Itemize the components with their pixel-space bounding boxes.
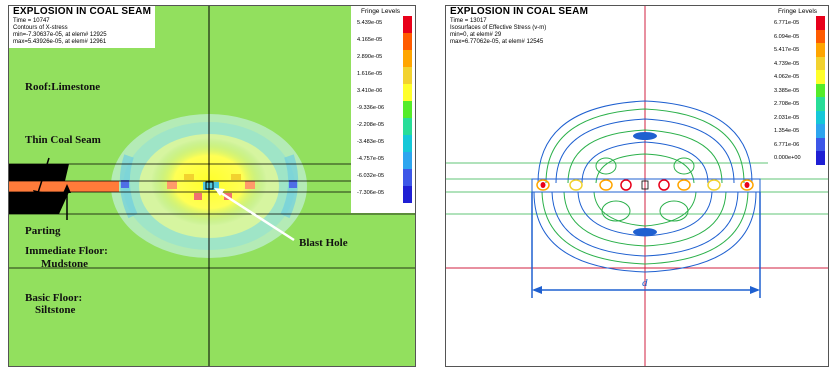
right-fringe-level-label: 6.094e-05: [774, 33, 800, 40]
seam-stress-cells: [536, 179, 754, 191]
left-fringe-level-label: -2.208e-05: [357, 122, 385, 128]
left-fringe-swatch: [403, 118, 412, 135]
left-fringe-level-label: 1.616e-05: [357, 71, 383, 77]
label-thin-coal-seam: Thin Coal Seam: [25, 134, 101, 146]
right-fringe-swatch: [816, 97, 825, 111]
right-fringe-swatch: [816, 151, 825, 165]
left-fringe-swatch: [403, 16, 412, 33]
label-blast-hole: Blast Hole: [299, 237, 348, 249]
left-fringe-level-label: -3.483e-05: [357, 139, 385, 145]
right-fringe-swatch: [816, 16, 825, 30]
coal-seam-strip: [9, 181, 119, 192]
right-fringe-level-label: 5.417e-05: [774, 47, 800, 53]
left-fringe-legend: Fringe Levels 5.439e-05 4.165e-05 2.890e-0…: [351, 6, 415, 213]
left-fringe-level-label: -6.032e-05: [357, 173, 385, 179]
right-fringe-swatch: [816, 110, 825, 124]
annotation-arrows: [33, 157, 295, 242]
right-max: max=6.77062e-05, at elem# 12545: [450, 39, 544, 45]
stress-isosurface-contours: [531, 100, 761, 273]
right-fringe-level-label: 6.771e-05: [774, 20, 800, 26]
right-fringe-swatch: [816, 43, 825, 57]
right-fringe-legend: Fringe Levels 6.771e-05 6.094e-05 5.417e-0…: [768, 6, 828, 169]
right-time: Time = 13017: [450, 18, 487, 24]
left-fringe-swatch: [403, 33, 412, 50]
label-immediate-floor: Immediate Floor:: [25, 245, 108, 257]
dimension-d-label: d: [642, 277, 648, 289]
left-fringe-swatch: [403, 101, 412, 118]
label-mudstone: Mudstone: [41, 258, 89, 270]
right-fringe-level-label: 4.062e-05: [774, 74, 800, 80]
label-basic-floor: Basic Floor:: [25, 292, 83, 304]
left-fringe-swatch: [403, 152, 412, 169]
right-contour-title: Isosurfaces of Effective Stress (v-m): [450, 25, 547, 31]
label-siltstone: Siltstone: [35, 304, 76, 316]
dimension-d: [531, 192, 761, 298]
parting-block: [9, 192, 69, 214]
left-fringe-level-label: -9.336e-06: [357, 105, 385, 111]
left-max: max=5.43926e-05, at elem# 12961: [13, 39, 107, 45]
right-fringe-level-label: 0.000e+00: [774, 155, 801, 161]
left-fringe-swatch: [403, 135, 412, 152]
right-fringe-swatch: [816, 56, 825, 70]
left-contour-title: Contours of X-stress: [13, 25, 68, 31]
left-fringe-swatch: [403, 50, 412, 67]
effective-stress-plot: d: [446, 6, 828, 366]
effective-stress-panel: d EXPLOSION IN COAL SEAM Time = 13017 Is…: [445, 5, 829, 367]
right-fringe-swatch: [816, 29, 825, 43]
right-fringe-level-label: 2.708e-05: [774, 101, 800, 107]
right-fringe-title: Fringe Levels: [778, 8, 818, 15]
blast-hole-marker: [205, 181, 214, 190]
right-fringe-swatch: [816, 83, 825, 97]
right-fringe-swatch: [816, 70, 825, 84]
label-roof: Roof:Limestone: [25, 81, 101, 93]
left-fringe-title: Fringe Levels: [361, 8, 401, 15]
right-fringe-swatch: [816, 124, 825, 138]
left-fringe-level-label: -7.306e-05: [357, 190, 385, 196]
right-fringe-swatch: [816, 137, 825, 151]
right-min: min=0, at elem# 29: [450, 32, 502, 38]
left-fringe-swatch: [403, 84, 412, 101]
left-fringe-level-label: 5.439e-05: [357, 20, 383, 26]
right-fringe-level-label: 4.739e-05: [774, 60, 800, 67]
left-title: EXPLOSION IN COAL SEAM: [13, 6, 152, 17]
coal-seam-block: [9, 164, 69, 181]
right-fringe-level-label: 2.031e-05: [774, 114, 800, 121]
left-fringe-level-label: 4.165e-05: [357, 37, 383, 43]
left-fringe-swatch: [403, 186, 412, 203]
left-time: Time = 10747: [13, 18, 50, 24]
left-fringe-level-label: 3.410e-06: [357, 88, 383, 94]
right-fringe-level-label: 1.354e-05: [774, 128, 800, 134]
right-plot-header: EXPLOSION IN COAL SEAM Time = 13017 Isos…: [446, 6, 593, 48]
left-fringe-swatch: [403, 169, 412, 186]
label-parting: Parting: [25, 225, 61, 237]
left-fringe-level-label: -4.757e-05: [357, 156, 385, 162]
left-plot-header: EXPLOSION IN COAL SEAM Time = 10747 Cont…: [9, 6, 156, 48]
right-fringe-level-label: 3.385e-05: [774, 87, 800, 94]
x-stress-panel: EXPLOSION IN COAL SEAM Time = 10747 Cont…: [8, 5, 416, 367]
right-title: EXPLOSION IN COAL SEAM: [450, 6, 589, 17]
right-fringe-level-label: 6.771e-06: [774, 141, 800, 148]
left-min: min=-7.30637e-05, at elem# 12925: [13, 32, 107, 38]
x-stress-plot: [9, 6, 415, 366]
left-fringe-level-label: 2.890e-05: [357, 54, 383, 60]
left-fringe-swatch: [403, 67, 412, 84]
